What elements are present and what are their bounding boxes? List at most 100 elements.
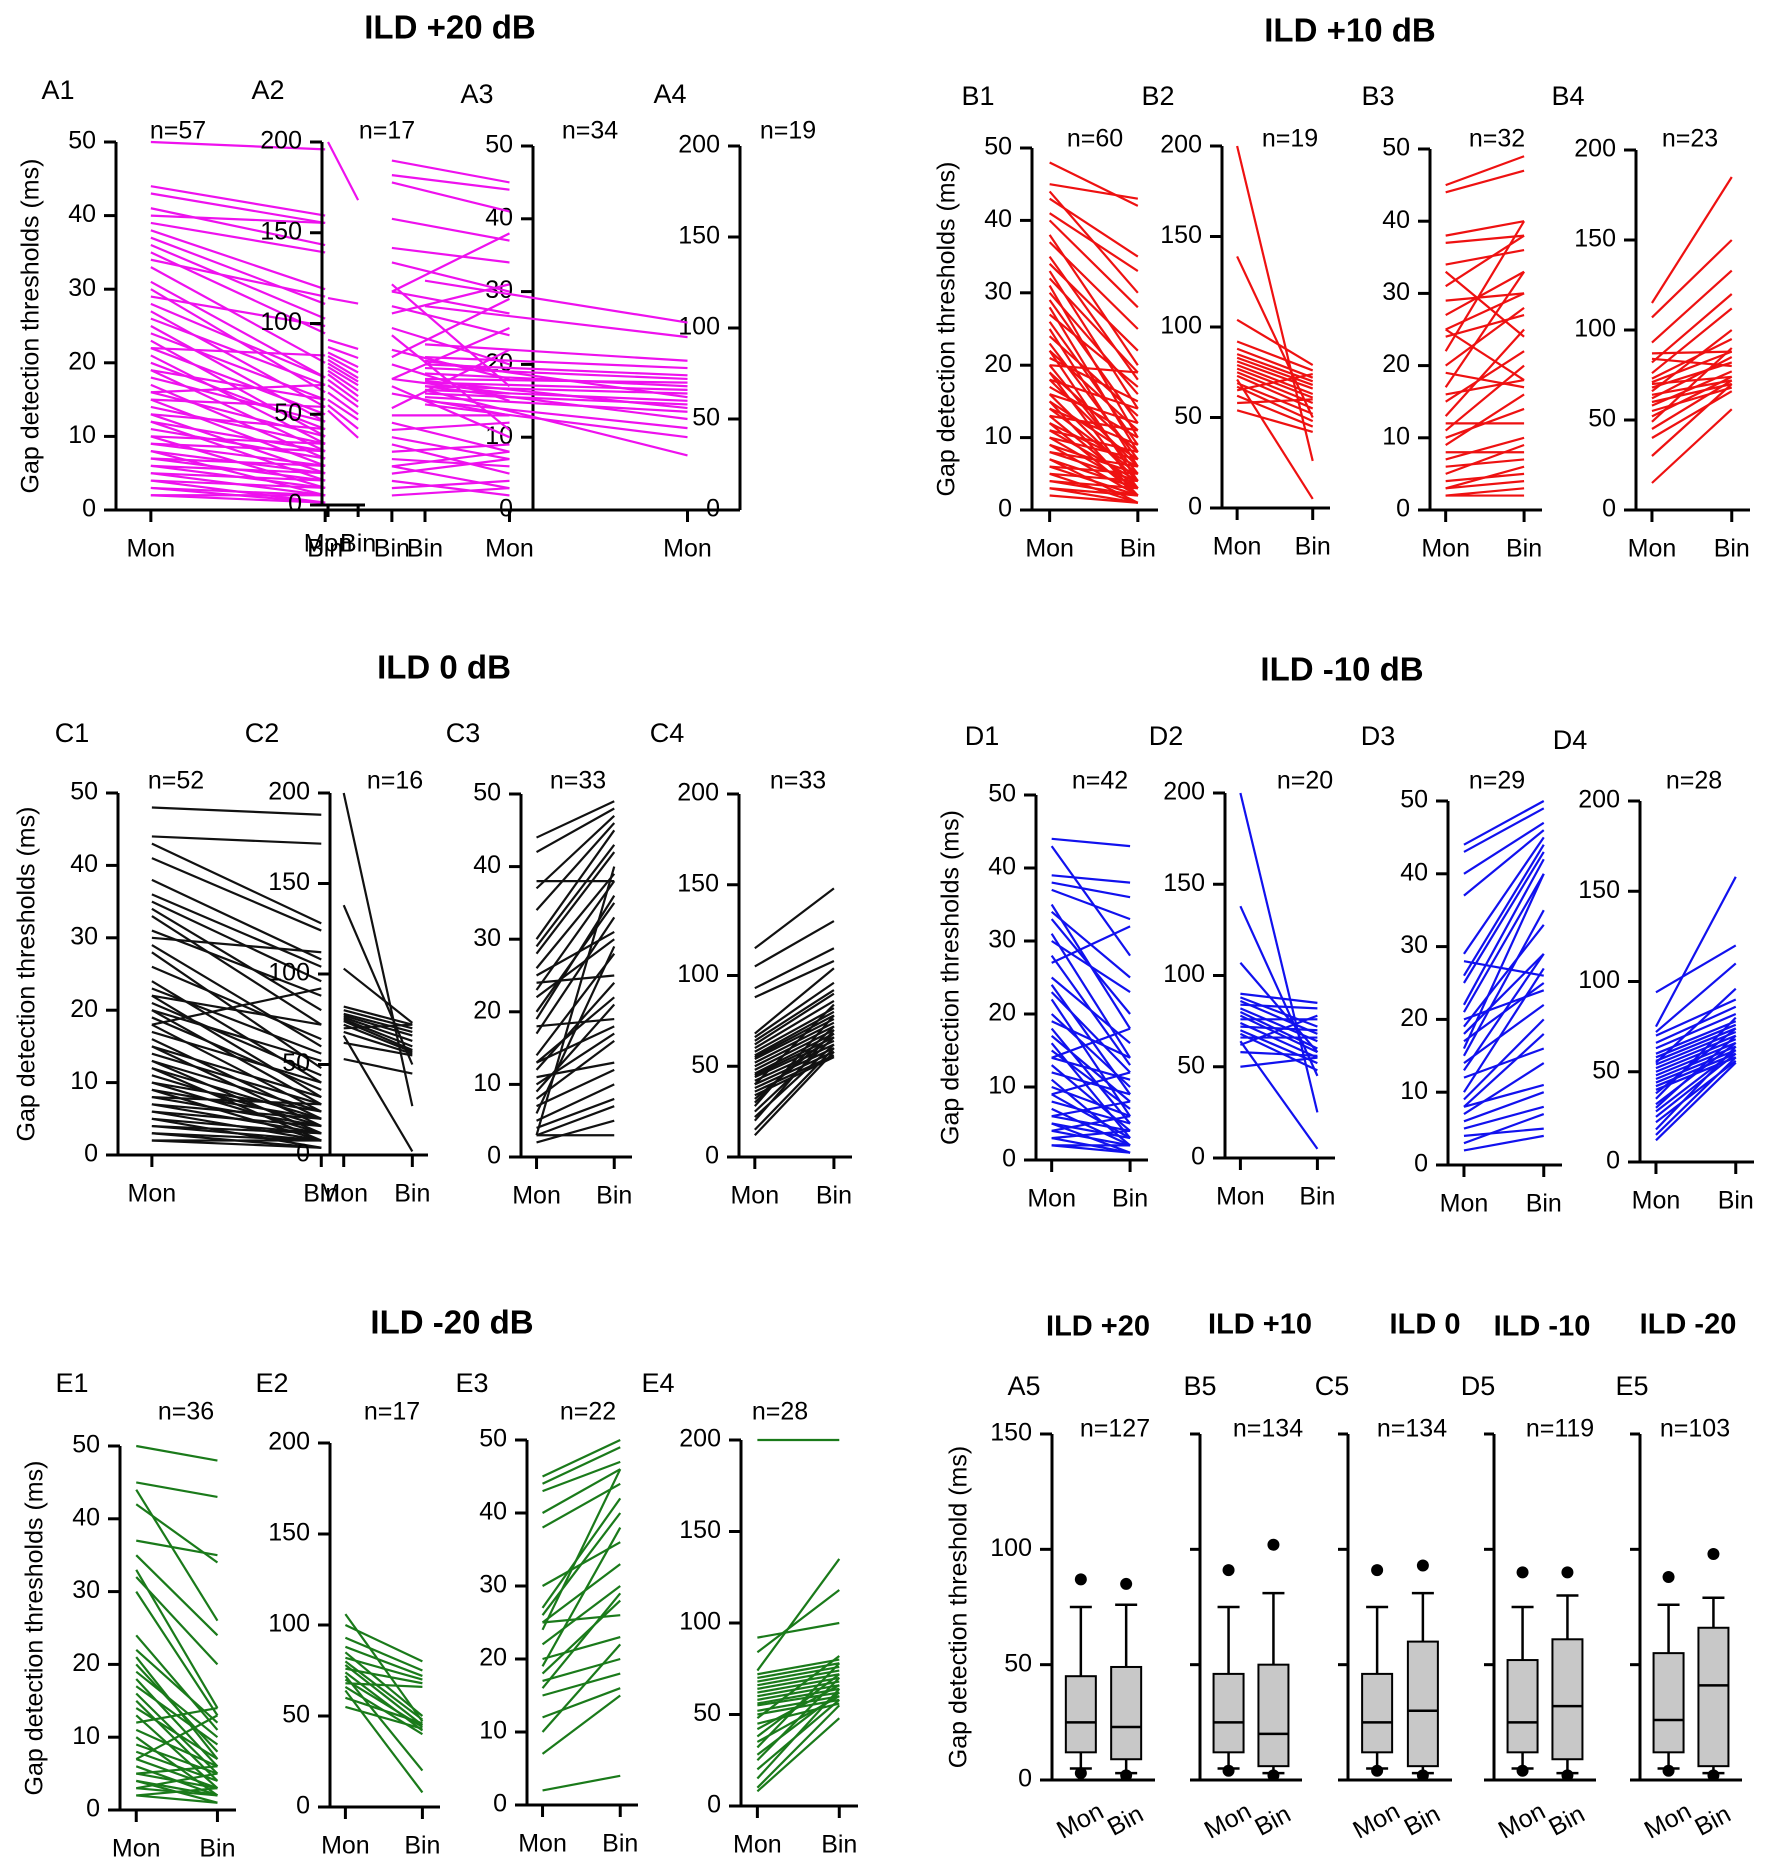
data-pair-line: [151, 936, 322, 954]
x-category-label: Bin: [407, 535, 443, 563]
data-pair-line: [150, 229, 326, 291]
y-tick-label: 30: [68, 274, 96, 302]
panel-c1: C1 n=52 0 10 20 30 40 50 Mon Bin Gap detection thr…: [13, 718, 360, 1208]
data-pair-line: [151, 1045, 322, 1099]
sample-size-label: n=20: [1277, 767, 1333, 795]
outlier-point-high: [1662, 1571, 1675, 1584]
data-pair-line: [1655, 1027, 1737, 1062]
data-pair-line: [424, 403, 688, 439]
data-pair-line: [135, 1656, 219, 1760]
y-tick-label: 40: [984, 205, 1012, 233]
boxplot-group-title: ILD +20: [1046, 1311, 1150, 1343]
data-pair-line: [151, 1016, 322, 1091]
box-iqr: [1506, 1659, 1539, 1754]
data-pair-line: [1239, 1021, 1318, 1059]
data-pair-line: [754, 1007, 835, 1053]
data-pair-line: [1236, 385, 1314, 423]
data-pair-line: [1239, 1040, 1319, 1150]
data-pair-line: [535, 982, 616, 1071]
y-tick-label: 30: [1400, 931, 1428, 959]
x-category-label: Mon: [730, 1182, 779, 1210]
data-pair-line: [1651, 338, 1733, 380]
box-bin: Bin: [1544, 1566, 1589, 1842]
data-pair-line: [1049, 364, 1138, 374]
data-pair-line: [151, 1103, 322, 1120]
sample-size-label: n=29: [1469, 767, 1525, 795]
data-pair-line: [151, 915, 322, 1026]
data-pair-line: [1049, 458, 1139, 490]
data-pair-line: [541, 1527, 622, 1667]
data-pair-line: [1237, 398, 1313, 405]
data-pair-line: [1462, 858, 1545, 1006]
data-pair-line: [150, 494, 326, 504]
panel-label: A5: [1007, 1371, 1040, 1401]
y-tick-label: 150: [679, 1516, 721, 1544]
data-pair-line: [150, 472, 326, 482]
y-tick-label: 40: [1382, 206, 1410, 234]
data-pair-line: [1049, 393, 1139, 425]
data-pair-line: [391, 421, 510, 453]
group-title-c: ILD 0 dB: [377, 649, 511, 686]
y-tick-label: 0: [296, 1792, 310, 1820]
data-pair-line: [754, 887, 835, 950]
data-pair-line: [756, 1704, 841, 1789]
y-tick-label: 100: [1578, 966, 1620, 994]
y-tick-label: 20: [68, 347, 96, 375]
data-pair-line: [1051, 940, 1131, 994]
data-pair-line: [1049, 450, 1139, 468]
data-pair-line: [342, 904, 414, 1065]
data-pair-line: [135, 1554, 219, 1637]
data-pair-line: [1051, 1027, 1131, 1059]
data-pair-line: [1651, 307, 1733, 375]
data-pair-line: [135, 1489, 219, 1622]
y-tick-label: 50: [473, 779, 501, 807]
data-pair-line: [150, 479, 326, 490]
y-tick-label: 0: [493, 1790, 507, 1818]
data-pair-line: [1651, 176, 1733, 304]
y-tick-label: 0: [998, 495, 1012, 523]
x-category-label: Mon: [1494, 1797, 1550, 1845]
data-pair-line: [1463, 989, 1545, 1021]
data-pair-line: [391, 385, 510, 439]
data-pair-line: [1048, 219, 1139, 309]
data-pair-line: [1445, 378, 1525, 396]
data-pair-line: [541, 1585, 621, 1646]
x-category-label: Mon: [1213, 533, 1262, 561]
data-pair-line: [756, 1662, 841, 1749]
data-pair-line: [150, 398, 326, 467]
data-pair-line: [1236, 409, 1314, 434]
data-pair-line: [391, 174, 510, 191]
y-tick-label: 0: [707, 1791, 721, 1819]
y-tick-label: 10: [70, 1067, 98, 1095]
data-pair-line: [1655, 1049, 1737, 1084]
sample-size-label: n=34: [562, 117, 618, 145]
data-pair-line: [1655, 1016, 1737, 1100]
x-category-label: Mon: [319, 1180, 368, 1208]
box-mon: Mon: [1052, 1573, 1108, 1845]
data-pair-line: [1651, 350, 1733, 384]
x-category-label: Mon: [1027, 1185, 1076, 1213]
outlier-point-low: [1516, 1764, 1529, 1777]
sample-size-label: n=22: [560, 1398, 616, 1426]
data-pair-line: [1655, 944, 1737, 994]
data-pair-line: [1463, 1062, 1545, 1115]
data-pair-line: [135, 1743, 218, 1775]
data-pair-line: [754, 959, 835, 999]
data-pair-line: [1236, 394, 1314, 428]
panel-label: C3: [446, 718, 481, 748]
y-tick-label: 150: [1574, 225, 1616, 253]
x-category-label: Bin: [1250, 1800, 1295, 1842]
data-pair-line: [1051, 1085, 1131, 1118]
data-pair-line: [1445, 306, 1525, 367]
y-tick-label: 20: [1382, 350, 1410, 378]
y-tick-label: 10: [479, 1717, 507, 1745]
data-pair-line: [535, 916, 616, 1035]
data-pair-line: [542, 1614, 621, 1624]
panel-b2: B2 n=19 0 50 100 150 200 Mon Bin: [1141, 81, 1330, 560]
y-tick-label: 10: [473, 1069, 501, 1097]
y-tick-label: 30: [1382, 278, 1410, 306]
data-pair-line: [1463, 829, 1545, 897]
data-pair-line: [424, 359, 688, 399]
